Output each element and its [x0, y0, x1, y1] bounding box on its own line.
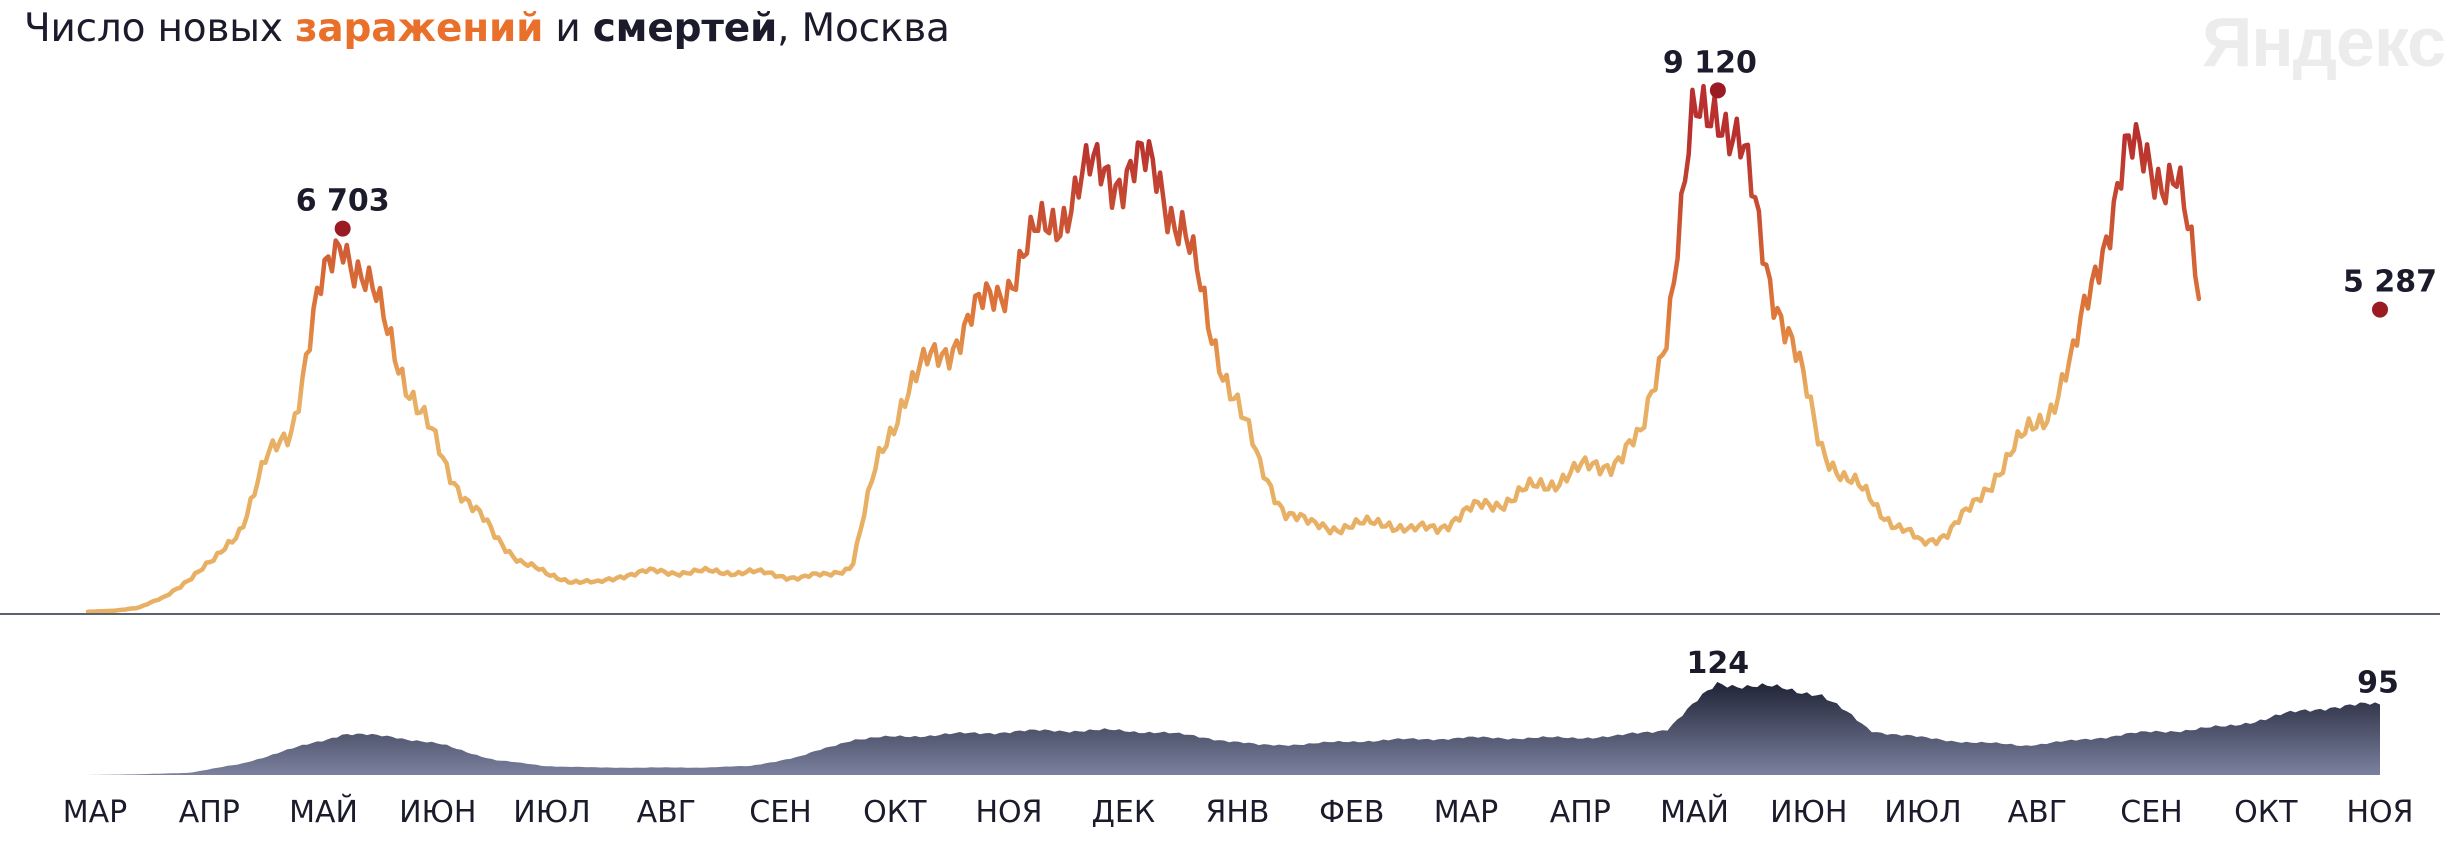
month-label: АПР — [1550, 795, 1611, 830]
infections-line — [85, 83, 2202, 614]
month-label: ЯНВ — [1206, 795, 1270, 830]
yandex-logo: Яндекс — [2202, 3, 2446, 81]
month-label: НОЯ — [975, 795, 1042, 830]
month-label: МАЙ — [289, 794, 358, 830]
month-label: МАЙ — [1660, 794, 1729, 830]
title-middle: и — [543, 6, 593, 51]
infections-series — [85, 83, 2202, 614]
month-label: СЕН — [749, 795, 811, 830]
infections-peak2-label: 9 120 — [1663, 45, 1757, 80]
annotations: 6 703 9 120 5 287 124 95 — [296, 45, 2437, 700]
month-label: ИЮН — [399, 795, 476, 830]
title-deaths: смертей — [592, 6, 778, 51]
month-label: ДЕК — [1091, 795, 1155, 830]
month-label: АВГ — [637, 795, 696, 830]
deaths-area — [88, 682, 2380, 775]
month-label: ОКТ — [863, 795, 927, 830]
month-label: СЕН — [2120, 795, 2182, 830]
month-label: ИЮН — [1770, 795, 1847, 830]
infections-peak2-marker — [1709, 82, 1726, 99]
month-label: ФЕВ — [1319, 795, 1384, 830]
infections-last-label: 5 287 — [2343, 265, 2437, 300]
month-label: НОЯ — [2346, 795, 2413, 830]
month-label: МАР — [63, 795, 128, 830]
month-label: АПР — [179, 795, 240, 830]
deaths-series — [88, 682, 2380, 775]
month-label: АВГ — [2008, 795, 2067, 830]
infections-peak1-label: 6 703 — [296, 184, 390, 219]
title-prefix: Число новых — [24, 6, 295, 51]
title-suffix: , Москва — [777, 6, 950, 51]
month-label: МАР — [1434, 795, 1499, 830]
month-label: ИЮЛ — [513, 795, 590, 830]
deaths-peak-label: 124 — [1687, 646, 1750, 681]
infections-peak1-marker — [334, 220, 351, 237]
deaths-last-label: 95 — [2357, 666, 2399, 701]
chart-title: Число новых заражений и смертей, Москва — [24, 6, 950, 51]
infections-last-marker — [2372, 301, 2388, 318]
month-label: ИЮЛ — [1884, 795, 1961, 830]
month-label: ОКТ — [2234, 795, 2298, 830]
title-infections: заражений — [294, 6, 544, 51]
x-axis: МАР АПР МАЙ ИЮН ИЮЛ АВГ СЕН ОКТ НОЯ ДЕК ЯНВ ФЕВ МАР А… — [63, 794, 2414, 830]
